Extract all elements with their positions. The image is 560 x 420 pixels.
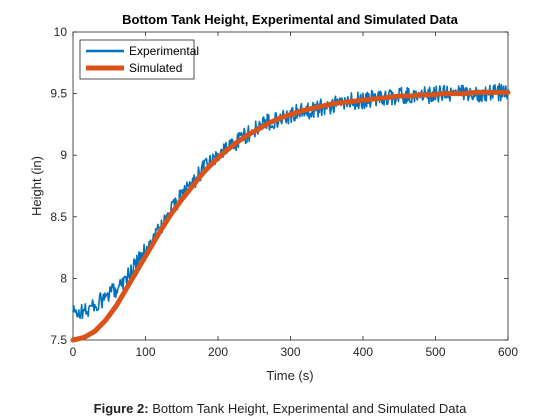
- figure-caption-label: Figure 2:: [93, 401, 149, 416]
- legend-label-simulated: Simulated: [129, 61, 182, 75]
- y-tick-label: 8.5: [50, 210, 67, 224]
- x-axis-label: Time (s): [266, 368, 313, 383]
- legend-label-experimental: Experimental: [129, 44, 199, 58]
- y-tick-label: 8: [60, 271, 67, 285]
- legend: Experimental Simulated: [79, 39, 199, 80]
- y-tick-label: 7.5: [50, 333, 67, 347]
- plot-area: [72, 31, 509, 341]
- x-tick-label: 500: [425, 345, 445, 359]
- series-line-simulated: [70, 89, 511, 343]
- x-tick-label: 100: [135, 345, 155, 359]
- x-tick-label: 200: [208, 345, 228, 359]
- y-tick-label: 9.5: [50, 87, 67, 101]
- x-tick-label: 400: [353, 345, 373, 359]
- legend-box: [79, 39, 195, 80]
- x-tick-label: 0: [70, 345, 77, 359]
- x-tick-label: 600: [498, 345, 518, 359]
- chart-title: Bottom Tank Height, Experimental and Sim…: [122, 12, 458, 27]
- y-tick-label: 9: [60, 148, 67, 162]
- x-tick-label: 300: [280, 345, 300, 359]
- y-axis-label: Height (in): [29, 156, 44, 216]
- y-tick-label: 10: [54, 25, 68, 39]
- axis-ticks: 0 100 200 300 400 500 600 7.5 8 8.5 9 9.5 10: [50, 25, 518, 359]
- figure-caption-text: Bottom Tank Height, Experimental and Sim…: [152, 401, 467, 416]
- figure-caption: Figure 2: Bottom Tank Height, Experiment…: [0, 401, 560, 416]
- series-layer: [70, 83, 511, 343]
